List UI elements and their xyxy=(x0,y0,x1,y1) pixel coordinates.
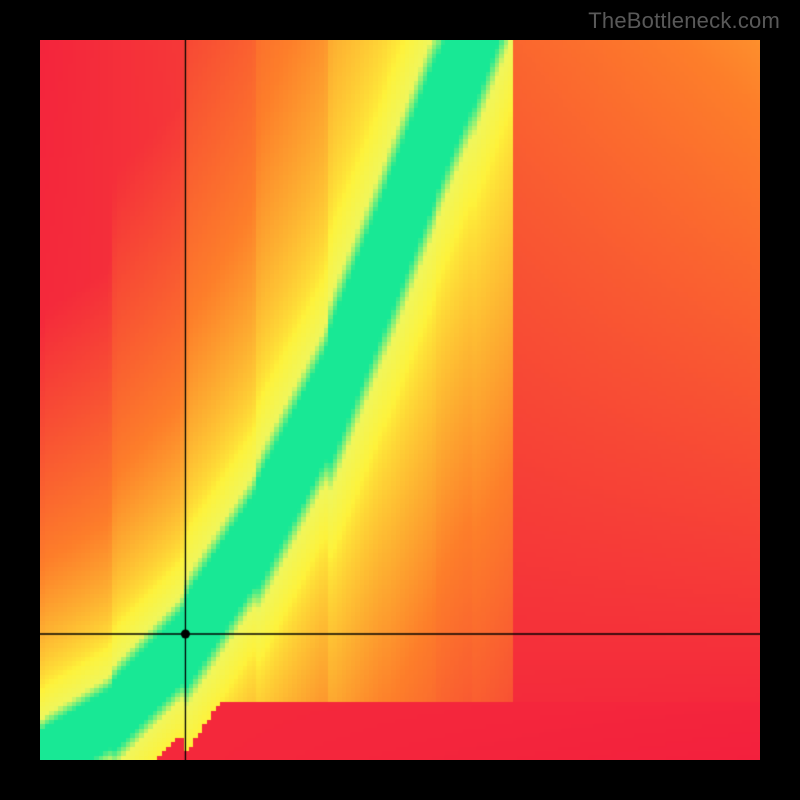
watermark-text: TheBottleneck.com xyxy=(588,8,780,34)
bottleneck-heatmap xyxy=(40,40,760,760)
